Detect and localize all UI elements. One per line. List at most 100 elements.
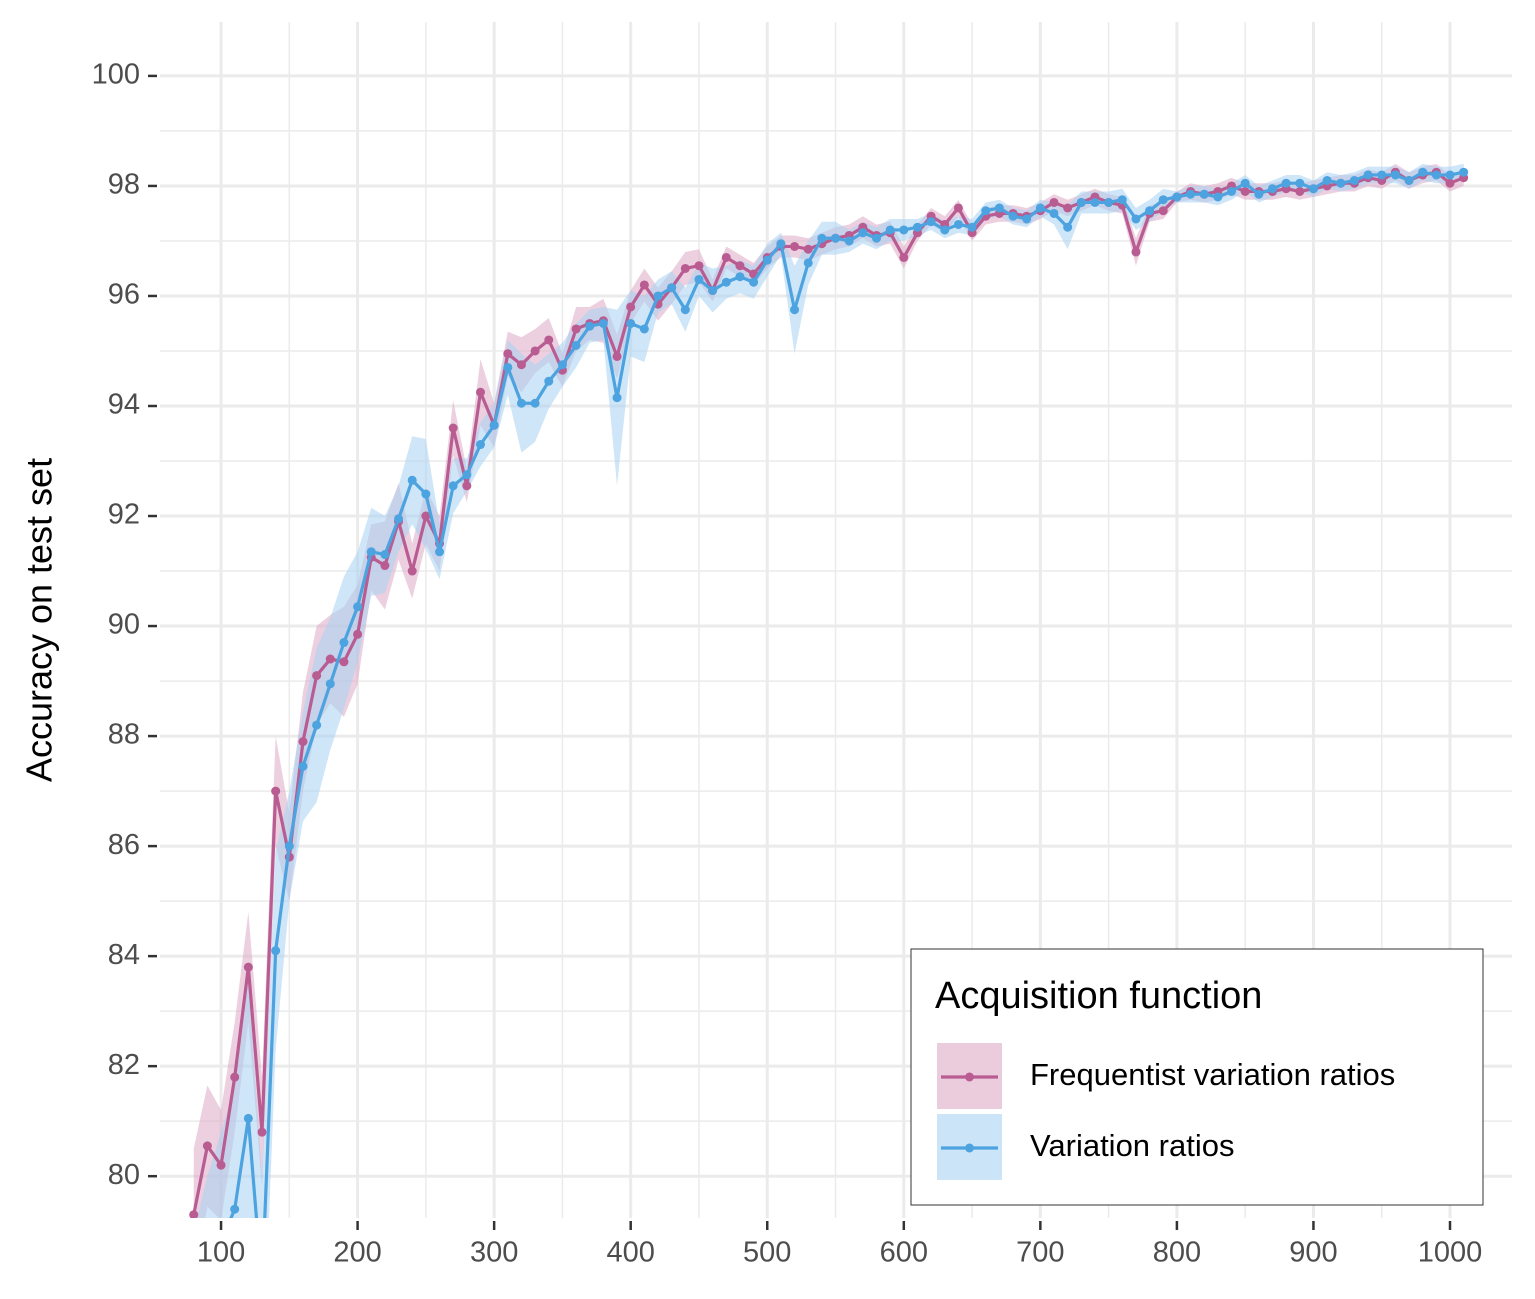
plot-area (189, 163, 1469, 1291)
point (271, 946, 281, 956)
point (1240, 178, 1250, 188)
y-tick-label: 86 (108, 829, 140, 861)
point (1363, 170, 1373, 180)
point (216, 1160, 226, 1170)
x-tick-label: 500 (743, 1237, 791, 1269)
point (1199, 189, 1209, 199)
point (366, 547, 376, 557)
point (243, 962, 253, 972)
point (258, 1282, 267, 1291)
point (940, 225, 950, 235)
point (325, 679, 335, 689)
point (1158, 195, 1168, 205)
point (189, 1210, 199, 1218)
point (1049, 197, 1059, 207)
point (967, 222, 977, 232)
point (817, 233, 827, 243)
y-tick-label: 98 (108, 169, 140, 201)
legend-label: Frequentist variation ratios (1030, 1057, 1395, 1092)
point (243, 1113, 253, 1123)
point (694, 261, 704, 271)
point (1308, 184, 1318, 194)
point (1240, 186, 1250, 196)
point (680, 263, 690, 273)
point (1349, 175, 1359, 185)
point (803, 244, 813, 254)
point (516, 360, 526, 370)
legend-key-point (965, 1072, 974, 1082)
point (298, 737, 308, 747)
x-tick-label: 600 (880, 1237, 928, 1269)
point (1104, 197, 1114, 207)
point (339, 638, 349, 648)
point (530, 398, 540, 408)
point (612, 351, 622, 361)
point (571, 340, 581, 350)
point (1213, 192, 1223, 202)
y-axis-label: Accuracy on test set (19, 458, 60, 782)
x-tick-label: 700 (1016, 1237, 1064, 1269)
point (407, 475, 417, 485)
point (353, 629, 363, 639)
point (612, 393, 622, 403)
point (202, 1141, 212, 1151)
point (380, 561, 390, 571)
point (1022, 214, 1032, 224)
y-tick-label: 84 (108, 939, 140, 971)
point (953, 203, 963, 213)
legend: Acquisition function Frequentist variati… (910, 948, 1484, 1206)
point (926, 217, 936, 227)
legend-box (910, 948, 1484, 1206)
point (762, 255, 772, 265)
point (626, 302, 636, 312)
x-tick-label: 400 (606, 1237, 654, 1269)
point (1404, 175, 1414, 185)
point (1445, 170, 1455, 180)
point (708, 285, 718, 295)
point (516, 398, 526, 408)
point (475, 387, 485, 397)
point (1063, 222, 1073, 232)
point (585, 321, 595, 331)
point (953, 219, 963, 229)
x-tick-label: 300 (470, 1237, 518, 1269)
point (407, 566, 417, 576)
point (1131, 214, 1141, 224)
point (1295, 178, 1305, 188)
point (1158, 206, 1168, 216)
point (394, 514, 404, 524)
point (1227, 186, 1237, 196)
y-tick-label: 100 (92, 59, 140, 91)
legend-title: Acquisition function (935, 975, 1262, 1017)
point (885, 225, 895, 235)
y-tick-label: 94 (108, 389, 140, 421)
point (639, 280, 649, 290)
y-tick-label: 80 (108, 1159, 140, 1191)
point (1008, 211, 1018, 221)
point (1431, 170, 1441, 180)
point (544, 376, 554, 386)
point (1049, 208, 1059, 218)
y-tick-label: 96 (108, 279, 140, 311)
point (462, 481, 472, 491)
x-tick-label: 200 (333, 1237, 381, 1269)
point (435, 547, 445, 557)
point (844, 236, 854, 246)
point (899, 252, 909, 262)
point (312, 671, 322, 681)
point (776, 239, 786, 249)
point (1459, 167, 1469, 177)
point (1390, 170, 1400, 180)
x-tick-label: 100 (197, 1237, 245, 1269)
point (557, 360, 567, 370)
point (1418, 167, 1428, 177)
point (831, 233, 841, 243)
legend-key-point (965, 1143, 974, 1153)
point (1377, 170, 1387, 180)
y-tick-label: 92 (108, 499, 140, 531)
point (721, 277, 731, 287)
point (1322, 175, 1332, 185)
point (626, 318, 636, 328)
point (475, 440, 485, 450)
point (1295, 186, 1305, 196)
